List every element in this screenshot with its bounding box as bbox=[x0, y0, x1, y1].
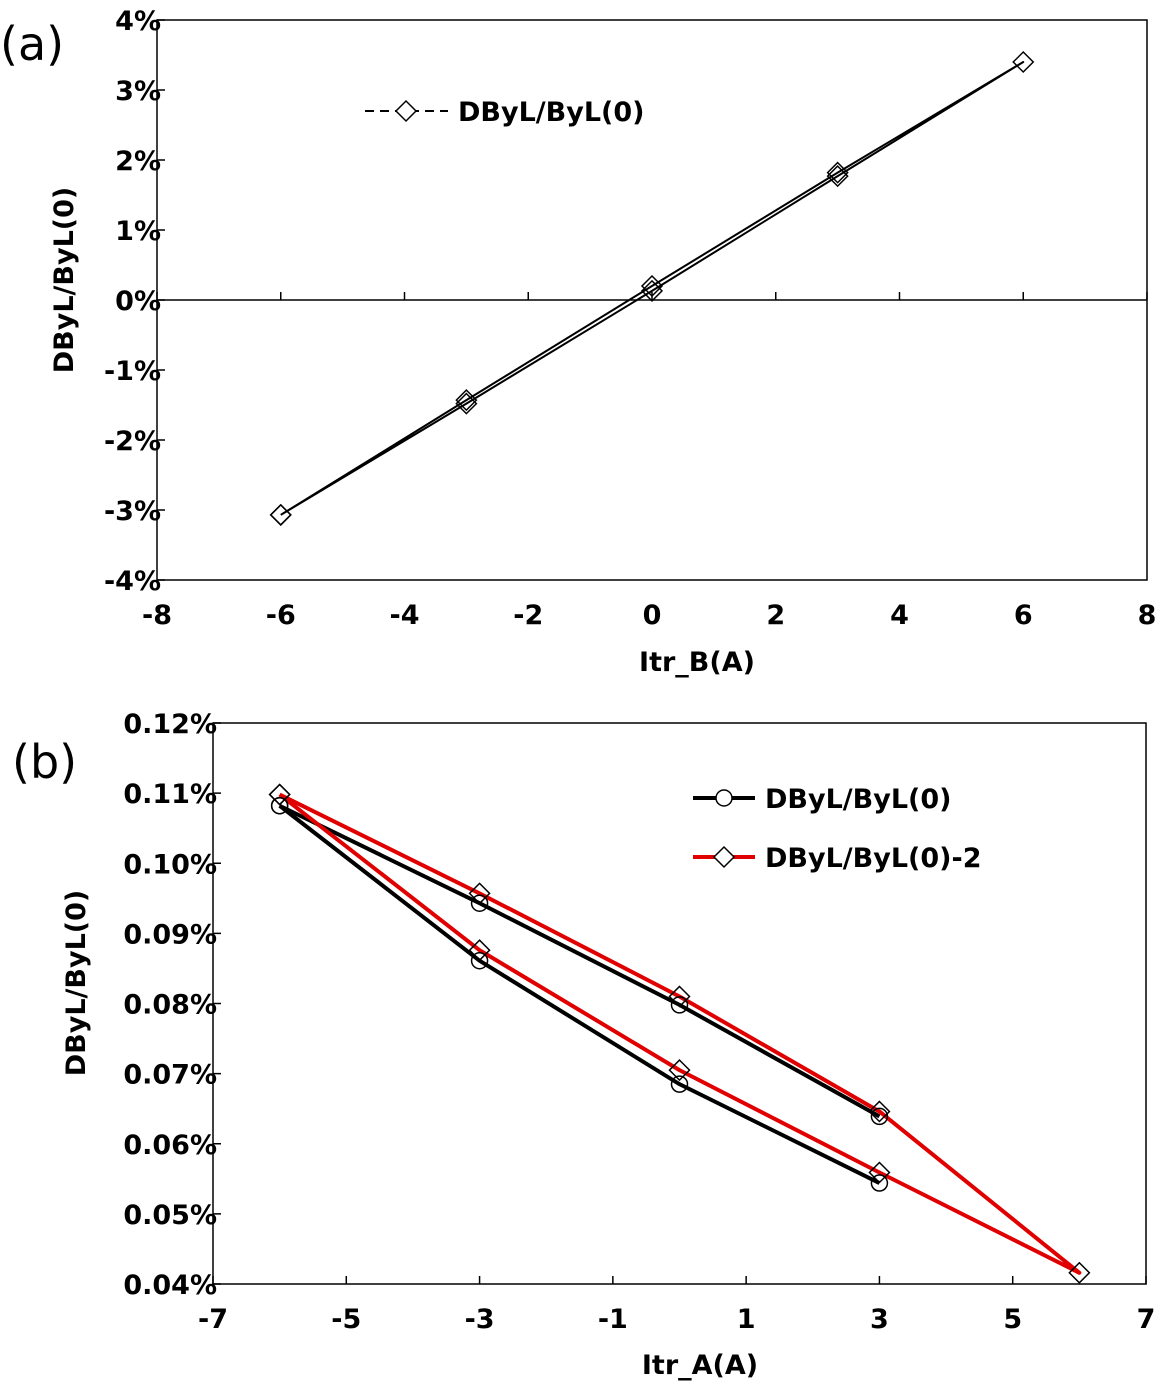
panel-b-x-tick-label: -7 bbox=[198, 1304, 228, 1335]
panel-b-data-point-circle bbox=[670, 996, 689, 1014]
panel-b-y-tick-label: 0.09% bbox=[123, 919, 217, 950]
panel-b-data-point-diamond bbox=[868, 1100, 891, 1123]
panel-b-markers bbox=[268, 783, 1091, 1284]
panel-b-y-tick-labels: 0.04% 0.05% 0.06% 0.07% 0.08% 0.09% 0.10% 0.11%… bbox=[123, 709, 217, 1301]
panel-b-legend-label-1: DByL/ByL(0) bbox=[765, 784, 952, 815]
panel-a-x-tick-label: 0 bbox=[643, 600, 662, 631]
panel-b-data-point-circle bbox=[470, 951, 489, 970]
panel-a-y-tick-label: 1% bbox=[115, 216, 161, 247]
panel-a-y-tick-label: 4% bbox=[115, 6, 161, 37]
panel-a-data-point-diamond bbox=[1012, 50, 1035, 74]
panel-b-data-point-circle bbox=[470, 894, 489, 912]
panel-b-series-0-branch2-line bbox=[278, 804, 881, 1185]
panel-a-data-point-diamond bbox=[640, 274, 664, 298]
panel-b-y-tick-label: 0.10% bbox=[123, 849, 217, 880]
panel-b-data-point-circle bbox=[870, 1107, 889, 1126]
panel-a-data-point-diamond bbox=[455, 392, 478, 415]
panel-a-x-tick-label: -2 bbox=[513, 600, 543, 631]
panel-a-data-point-diamond bbox=[269, 503, 292, 526]
panel-a-x-tick-label: 6 bbox=[1014, 600, 1033, 631]
panel-a-y-tick-labels: -4% -3% -2% -1% 0% 1% 2% 3% 4% bbox=[104, 6, 161, 597]
panel-b-data-point-diamond bbox=[868, 1161, 891, 1184]
panel-b-y-tick-label: 0.07% bbox=[123, 1060, 217, 1091]
panel-a-legend: DByL/ByL(0) bbox=[365, 97, 645, 128]
panel-b-series-1-line bbox=[278, 792, 1082, 1275]
panel-a-x-tick-label: 8 bbox=[1138, 600, 1157, 631]
panel-b-legend-label-2: DByL/ByL(0)-2 bbox=[765, 843, 982, 874]
chart-panel-a: (a) -8 -6 -4 -2 0 2 4 6 8 -4% -3% -2% -1% 0% 1% 2% 3% 4%… bbox=[0, 6, 1156, 678]
panel-a-data-point-diamond bbox=[640, 279, 664, 302]
panel-b-label: (b) bbox=[12, 735, 77, 789]
panel-b-legend: DByL/ByL(0) DByL/ByL(0)-2 bbox=[693, 784, 982, 874]
chart-panel-b: (b) -7 -5 -3 -1 1 3 5 7 0.04%0.05%0.06%0.07%0.0… bbox=[12, 709, 1155, 1381]
panel-b-data-point-diamond bbox=[668, 1059, 691, 1082]
panel-a-series-0-line bbox=[280, 61, 1025, 516]
panel-b-x-tick-label: 5 bbox=[1003, 1304, 1022, 1335]
panel-b-y-axis-title: DByL/ByL(0) bbox=[61, 890, 92, 1077]
panel-a-x-tick-labels: -8 -6 -4 -2 0 2 4 6 8 bbox=[142, 600, 1156, 631]
panel-a-legend-label: DByL/ByL(0) bbox=[458, 97, 645, 128]
panel-b-series-0-line bbox=[278, 803, 881, 1119]
panel-b-data-point-diamond bbox=[268, 783, 291, 806]
panel-b-series-lines bbox=[278, 792, 1082, 1275]
panel-b-data-point-diamond bbox=[468, 939, 491, 962]
panel-a-y-tick-label: 0% bbox=[115, 286, 161, 317]
panel-a-y-tick-label: 3% bbox=[115, 76, 161, 107]
panel-a-y-tick-label: -3% bbox=[104, 496, 161, 527]
panel-b-x-tick-label: -1 bbox=[598, 1304, 628, 1335]
panel-b-data-point-diamond bbox=[668, 985, 691, 1008]
panel-a-data-point-diamond bbox=[455, 389, 478, 412]
panel-a-x-axis-title: Itr_B(A) bbox=[639, 647, 755, 678]
panel-a-y-tick-label: -2% bbox=[104, 426, 161, 457]
panel-b-y-tick-label: 0.08% bbox=[123, 990, 217, 1021]
panel-b-data-point-circle bbox=[670, 1075, 689, 1093]
panel-b-x-tick-label: 3 bbox=[870, 1304, 889, 1335]
panel-b-data-point-circle bbox=[870, 1174, 889, 1192]
panel-a-x-tick-label: 4 bbox=[890, 600, 909, 631]
panel-a-x-tick-label: -6 bbox=[266, 600, 296, 631]
panel-b-y-tick-label: 0.12% bbox=[123, 709, 217, 740]
panel-b-x-tick-label: 7 bbox=[1137, 1304, 1156, 1335]
panel-b-x-tick-label: -3 bbox=[465, 1304, 495, 1335]
panel-a-data-point-diamond bbox=[826, 161, 849, 184]
panel-b-x-axis-title: Itr_A(A) bbox=[642, 1350, 758, 1381]
panel-a-series-lines bbox=[280, 61, 1025, 516]
panel-b-legend-diamond-marker bbox=[712, 845, 736, 869]
panel-b-y-tick-label: 0.11% bbox=[123, 779, 217, 810]
panel-a-x-tick-label: -8 bbox=[142, 600, 172, 631]
panel-b-y-tick-label: 0.04% bbox=[123, 1270, 217, 1301]
panel-b-legend-circle-marker bbox=[715, 789, 733, 807]
panel-b-x-tick-label: -5 bbox=[331, 1304, 361, 1335]
panel-b-data-point-diamond bbox=[1068, 1261, 1091, 1284]
panel-a-y-tick-label: 2% bbox=[115, 146, 161, 177]
panel-a-y-tick-label: -1% bbox=[104, 356, 161, 387]
panel-a-data-point-diamond bbox=[826, 165, 849, 188]
panel-a-x-tick-label: 2 bbox=[766, 600, 785, 631]
panel-a-legend-diamond-marker bbox=[394, 99, 418, 123]
panel-a-x-tick-label: -4 bbox=[390, 600, 420, 631]
panel-a-y-tick-label: -4% bbox=[104, 566, 161, 597]
panel-a-y-axis-title: DByL/ByL(0) bbox=[49, 187, 80, 374]
panel-b-tick-marks bbox=[212, 722, 1147, 1285]
panel-b-y-tick-label: 0.05% bbox=[123, 1200, 217, 1231]
panel-b-data-point-circle bbox=[270, 796, 289, 815]
panel-a-label: (a) bbox=[0, 17, 64, 71]
panel-b-y-tick-label: 0.06% bbox=[123, 1130, 217, 1161]
panel-b-x-tick-label: 1 bbox=[737, 1304, 756, 1335]
panel-b-data-point-diamond bbox=[468, 882, 491, 905]
panel-a-markers bbox=[269, 50, 1035, 526]
panel-b-x-tick-labels: -7 -5 -3 -1 1 3 5 7 bbox=[198, 1304, 1155, 1335]
